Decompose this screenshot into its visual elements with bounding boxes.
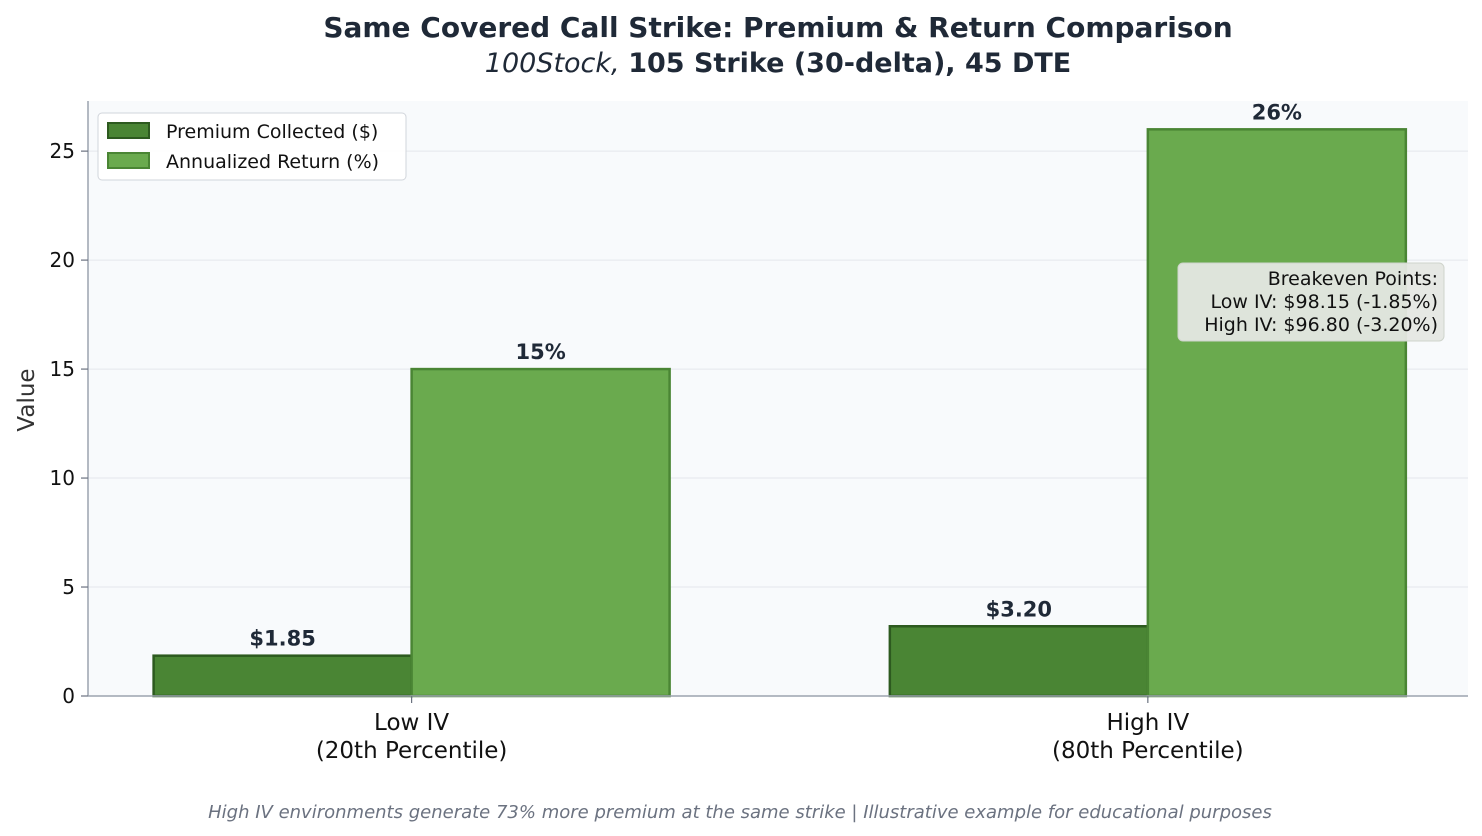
y-tick-label: 0 <box>62 684 75 708</box>
annotation-line-2: Low IV: $98.15 (-1.85%) <box>1210 291 1438 313</box>
x-tick-label-1-1: (80th Percentile) <box>1052 738 1244 764</box>
legend: Premium Collected ($) Annualized Return … <box>97 112 407 181</box>
chart-subtitle-italic: 100Stock, <box>485 48 620 79</box>
legend-swatch-return <box>107 152 150 169</box>
bar-return-1 <box>1146 128 1408 698</box>
bar-return-0 <box>410 367 671 698</box>
breakeven-annotation: Breakeven Points: Low IV: $98.15 (-1.85%… <box>1177 262 1445 342</box>
y-tick-label: 10 <box>50 466 75 490</box>
y-tick-label: 5 <box>62 575 75 599</box>
x-tick-label-0-1: (20th Percentile) <box>316 738 508 764</box>
legend-swatch-premium <box>107 122 150 139</box>
bar-premium-1 <box>888 625 1150 698</box>
y-tick-layer: 0 5 10 15 20 25 <box>50 139 88 708</box>
annotation-box <box>1177 262 1445 342</box>
x-tick-label-1-0: High IV <box>1106 710 1189 736</box>
legend-label-premium: Premium Collected ($) <box>166 121 378 143</box>
y-tick-label: 15 <box>50 357 75 381</box>
footer-note: High IV environments generate 73% more p… <box>208 802 1272 823</box>
data-label-premium-1: $3.20 <box>986 597 1052 621</box>
data-label-premium-0: $1.85 <box>249 627 315 651</box>
bar-premium-0 <box>152 654 413 698</box>
annotation-line-1: Breakeven Points: <box>1268 268 1438 290</box>
legend-label-return: Annualized Return (%) <box>166 151 379 173</box>
x-tick-layer: Low IV(20th Percentile) High IV(80th Perc… <box>316 696 1244 764</box>
y-tick-label: 25 <box>50 139 75 163</box>
annotation-line-3: High IV: $96.80 (-3.20%) <box>1204 314 1438 336</box>
data-label-return-0: 15% <box>515 340 565 364</box>
chart-title: Same Covered Call Strike: Premium & Retu… <box>323 11 1232 44</box>
data-label-return-1: 26% <box>1252 100 1302 124</box>
labels-layer: $1.85 15% $3.20 26% <box>249 100 1302 650</box>
bars-layer <box>152 128 1408 698</box>
y-tick-label: 20 <box>50 248 75 272</box>
legend-box <box>97 112 407 181</box>
chart-subtitle-bold: 105 Strike (30-delta), 45 DTE <box>628 48 1071 79</box>
x-tick-label-0-0: Low IV <box>374 710 449 736</box>
chart-subtitle: 100Stock, 105 Strike (30-delta), 45 DTE <box>485 48 1071 79</box>
y-axis-label: Value <box>14 368 40 431</box>
